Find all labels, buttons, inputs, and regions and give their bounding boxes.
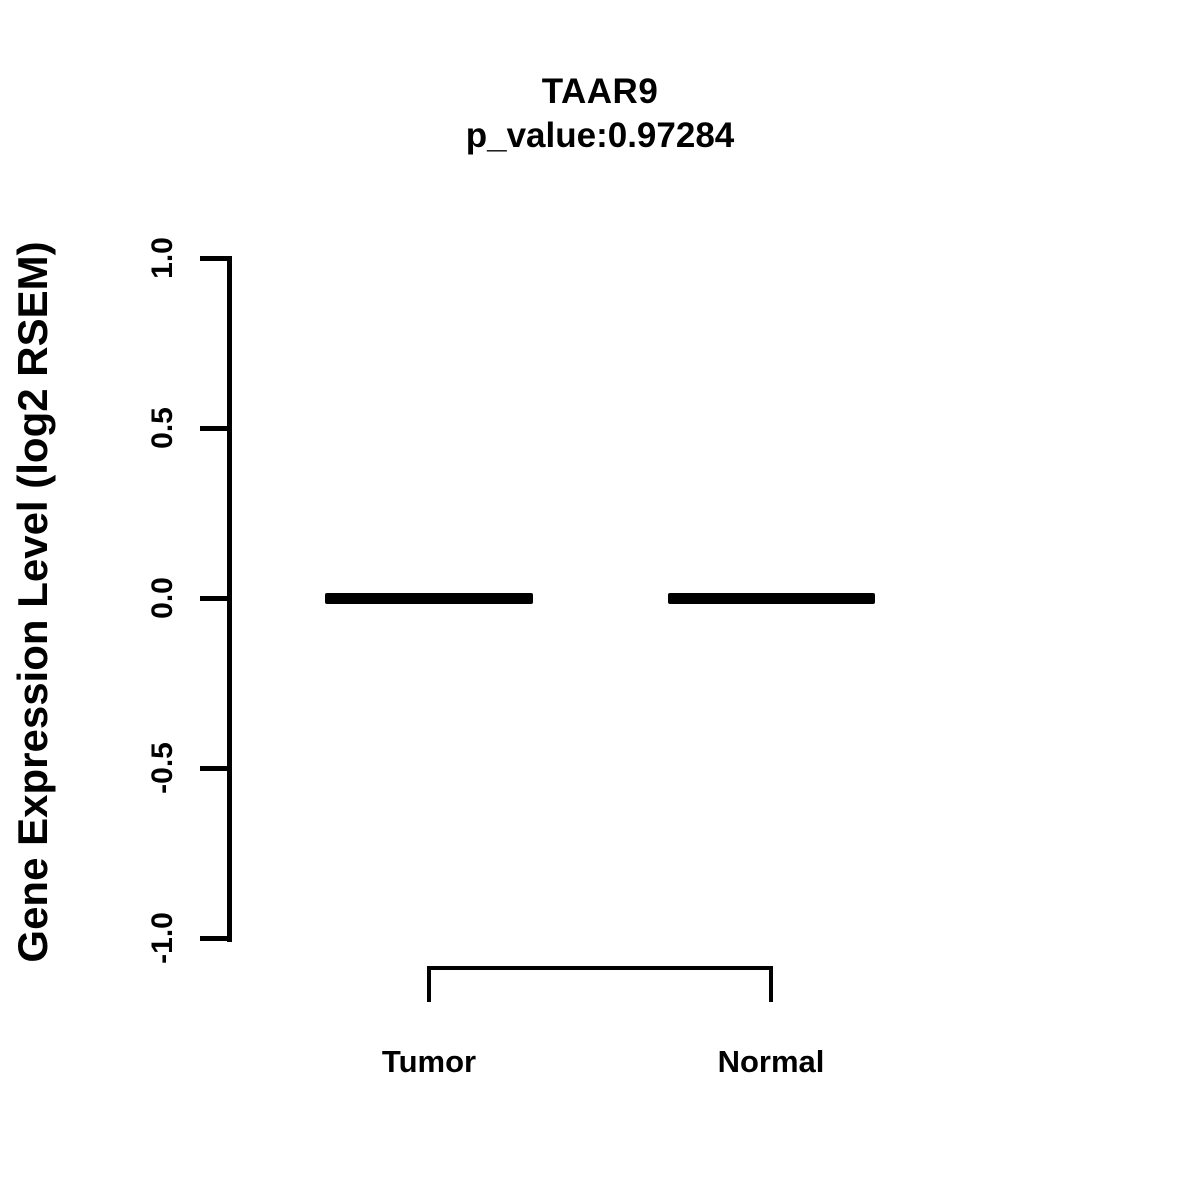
y-axis-tick-mark	[200, 766, 230, 771]
normal-median-line	[668, 593, 875, 604]
group-label-normal: Normal	[717, 1044, 825, 1079]
tumor-median-line	[325, 593, 533, 604]
chart-title: TAAR9	[541, 72, 659, 111]
y-axis-tick-mark	[200, 256, 230, 261]
y-axis-tick-mark	[200, 936, 230, 941]
y-axis-label: Gene Expression Level (log2 RSEM)	[9, 241, 56, 963]
comparison-bracket-left-leg	[427, 966, 431, 1002]
comparison-bracket-right-leg	[769, 966, 773, 1002]
y-axis-tick-mark	[200, 596, 230, 601]
chart-subtitle-pvalue: p_value:0.97284	[465, 116, 735, 155]
y-axis-tick-label: 0.5	[146, 407, 179, 449]
y-axis-tick-label: 1.0	[146, 237, 179, 279]
comparison-bracket-horizontal	[427, 966, 773, 970]
group-label-tumor: Tumor	[381, 1044, 477, 1079]
y-axis-tick-mark	[200, 426, 230, 431]
y-axis-tick-label: 0.0	[146, 577, 179, 619]
y-axis-tick-label: -0.5	[146, 742, 179, 794]
title-block: TAAR9 p_value:0.97284	[0, 72, 1200, 160]
y-axis-tick-label: -1.0	[146, 912, 179, 964]
